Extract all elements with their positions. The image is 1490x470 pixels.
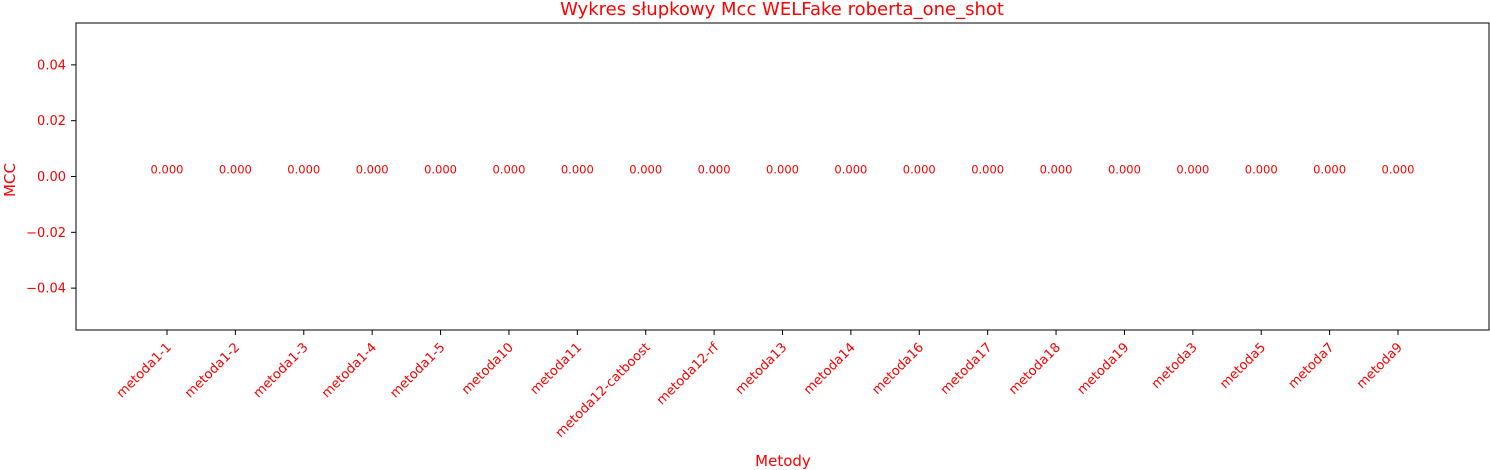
bar-value-label: 0.000 [971, 163, 1004, 177]
data-labels: 0.000 0.000 0.000 0.000 0.000 0.000 0.000 0.000… [151, 163, 1415, 177]
bar-value-label: 0.000 [766, 163, 799, 177]
x-tick-label: metoda19 [1075, 340, 1133, 398]
x-tick-label: metoda1-1 [114, 340, 175, 401]
x-tick-label: metoda14 [801, 340, 859, 398]
x-tick-label: metoda13 [733, 340, 791, 398]
y-axis: −0.04 −0.02 0.00 0.02 0.04 [26, 58, 76, 297]
bar-value-label: 0.000 [1245, 163, 1278, 177]
x-tick-label: metoda17 [938, 340, 996, 398]
bar-value-label: 0.000 [219, 163, 252, 177]
y-tick-label: 0.04 [37, 58, 66, 73]
y-axis-label: MCC [1, 163, 19, 197]
bar-value-label: 0.000 [698, 163, 731, 177]
x-tick-label: metoda1-4 [319, 340, 380, 401]
bar-value-label: 0.000 [834, 163, 867, 177]
x-tick-label: metoda10 [459, 340, 517, 398]
bar-value-label: 0.000 [492, 163, 525, 177]
y-tick-label: −0.02 [26, 226, 66, 241]
x-tick-label: metoda11 [528, 340, 586, 398]
bar-value-label: 0.000 [561, 163, 594, 177]
bar-value-label: 0.000 [629, 163, 662, 177]
bar-value-label: 0.000 [903, 163, 936, 177]
x-tick-label: metoda1-2 [182, 340, 243, 401]
y-tick-label: 0.00 [37, 170, 66, 185]
x-tick-label: metoda12-rf [654, 340, 722, 408]
bar-value-label: 0.000 [1108, 163, 1141, 177]
x-tick-label: metoda9 [1354, 340, 1406, 392]
x-tick-label: metoda1-5 [387, 340, 448, 401]
bar-value-label: 0.000 [356, 163, 389, 177]
plot-area [75, 22, 1490, 331]
bar-value-label: 0.000 [1313, 163, 1346, 177]
x-axis: metoda1-1 metoda1-2 metoda1-3 metoda1-4 meto… [114, 330, 1406, 441]
x-tick-label: metoda7 [1286, 340, 1338, 392]
y-tick-label: −0.04 [26, 282, 66, 297]
bar-value-label: 0.000 [424, 163, 457, 177]
y-tick-label: 0.02 [37, 114, 66, 129]
bar-value-label: 0.000 [1040, 163, 1073, 177]
x-tick-label: metoda16 [869, 340, 927, 398]
chart-title: Wykres słupkowy Mcc WELFake roberta_one_… [560, 0, 1004, 20]
x-tick-label: metoda1-3 [251, 340, 312, 401]
x-tick-label: metoda3 [1149, 340, 1201, 392]
bar-value-label: 0.000 [1176, 163, 1209, 177]
bar-value-label: 0.000 [151, 163, 184, 177]
x-tick-label: metoda18 [1006, 340, 1064, 398]
x-axis-label: Metody [755, 452, 811, 470]
x-tick-label: metoda5 [1217, 340, 1269, 392]
bar-value-label: 0.000 [287, 163, 320, 177]
bar-value-label: 0.000 [1382, 163, 1415, 177]
